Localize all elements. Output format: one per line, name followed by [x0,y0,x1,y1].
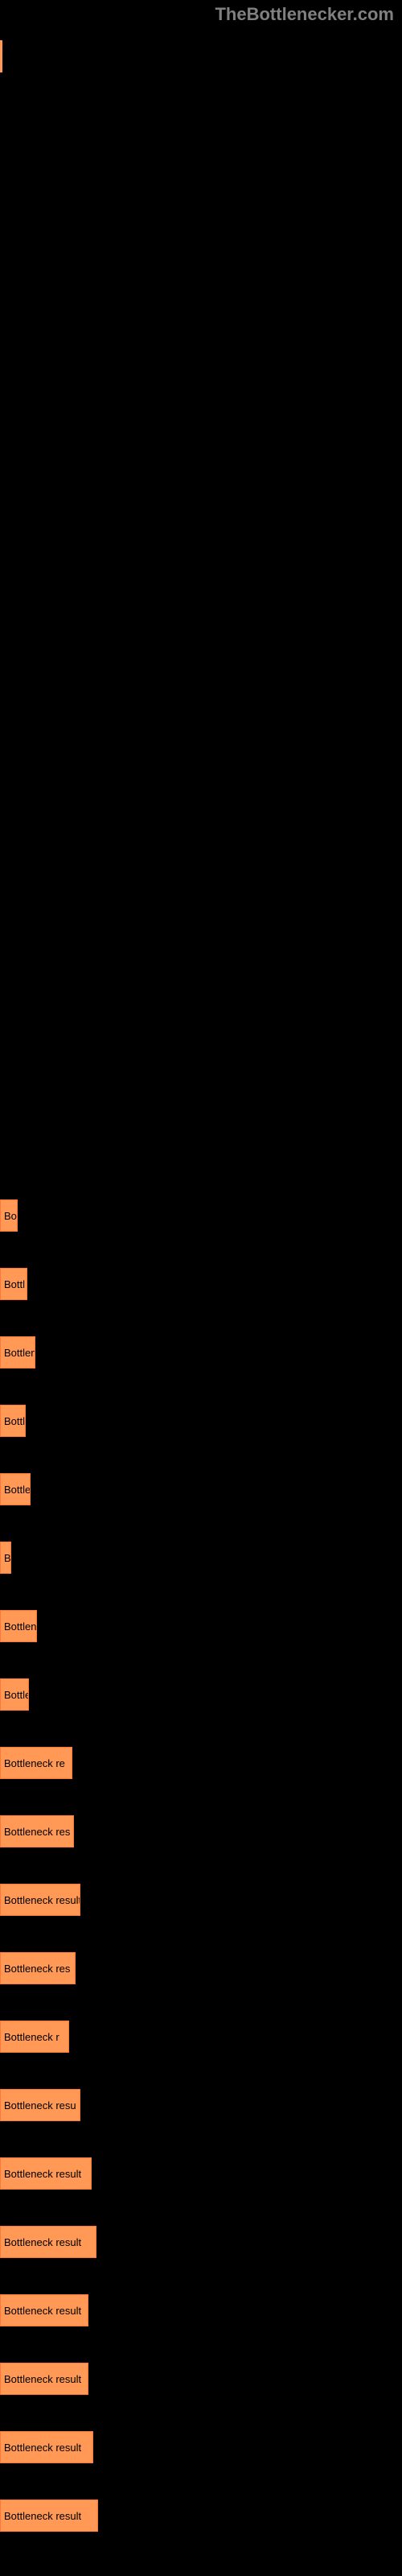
bottleneck-bar: Bottleneck result [0,2363,88,2395]
bottleneck-bar: Bottleneck result [0,2226,96,2258]
bottleneck-bar: Bottleneck res [0,1815,74,1847]
bottleneck-bar: Bottle [0,1678,29,1711]
bottleneck-bar: Bottleneck result [0,2431,93,2463]
bottleneck-bar: Bottleneck re [0,1747,72,1779]
bars-container: Bo Bottl Bottlene Bottl Bottlen B Bottlenec Bot… [0,1199,98,2568]
bottleneck-bar: Bottleneck res [0,1952,76,1984]
bottleneck-bar: Bottleneck result [0,2500,98,2532]
bottleneck-bar: Bo [0,1199,18,1232]
bottleneck-bar: Bottl [0,1268,27,1300]
site-name: TheBottlenecker.com [215,4,394,25]
bottleneck-bar: Bottleneck resu [0,2089,80,2121]
bottleneck-bar: Bottleneck result [0,1884,80,1916]
bottleneck-bar: Bottlen [0,1473,31,1505]
bottleneck-bar: B [0,1542,11,1574]
left-marker [0,40,2,72]
bottleneck-bar: Bottlene [0,1336,35,1368]
bottleneck-bar: Bottleneck result [0,2157,92,2190]
bottleneck-bar: Bottl [0,1405,26,1437]
bottleneck-bar: Bottlenec [0,1610,37,1642]
bottleneck-bar: Bottleneck result [0,2294,88,2326]
bottleneck-bar: Bottleneck r [0,2021,69,2053]
